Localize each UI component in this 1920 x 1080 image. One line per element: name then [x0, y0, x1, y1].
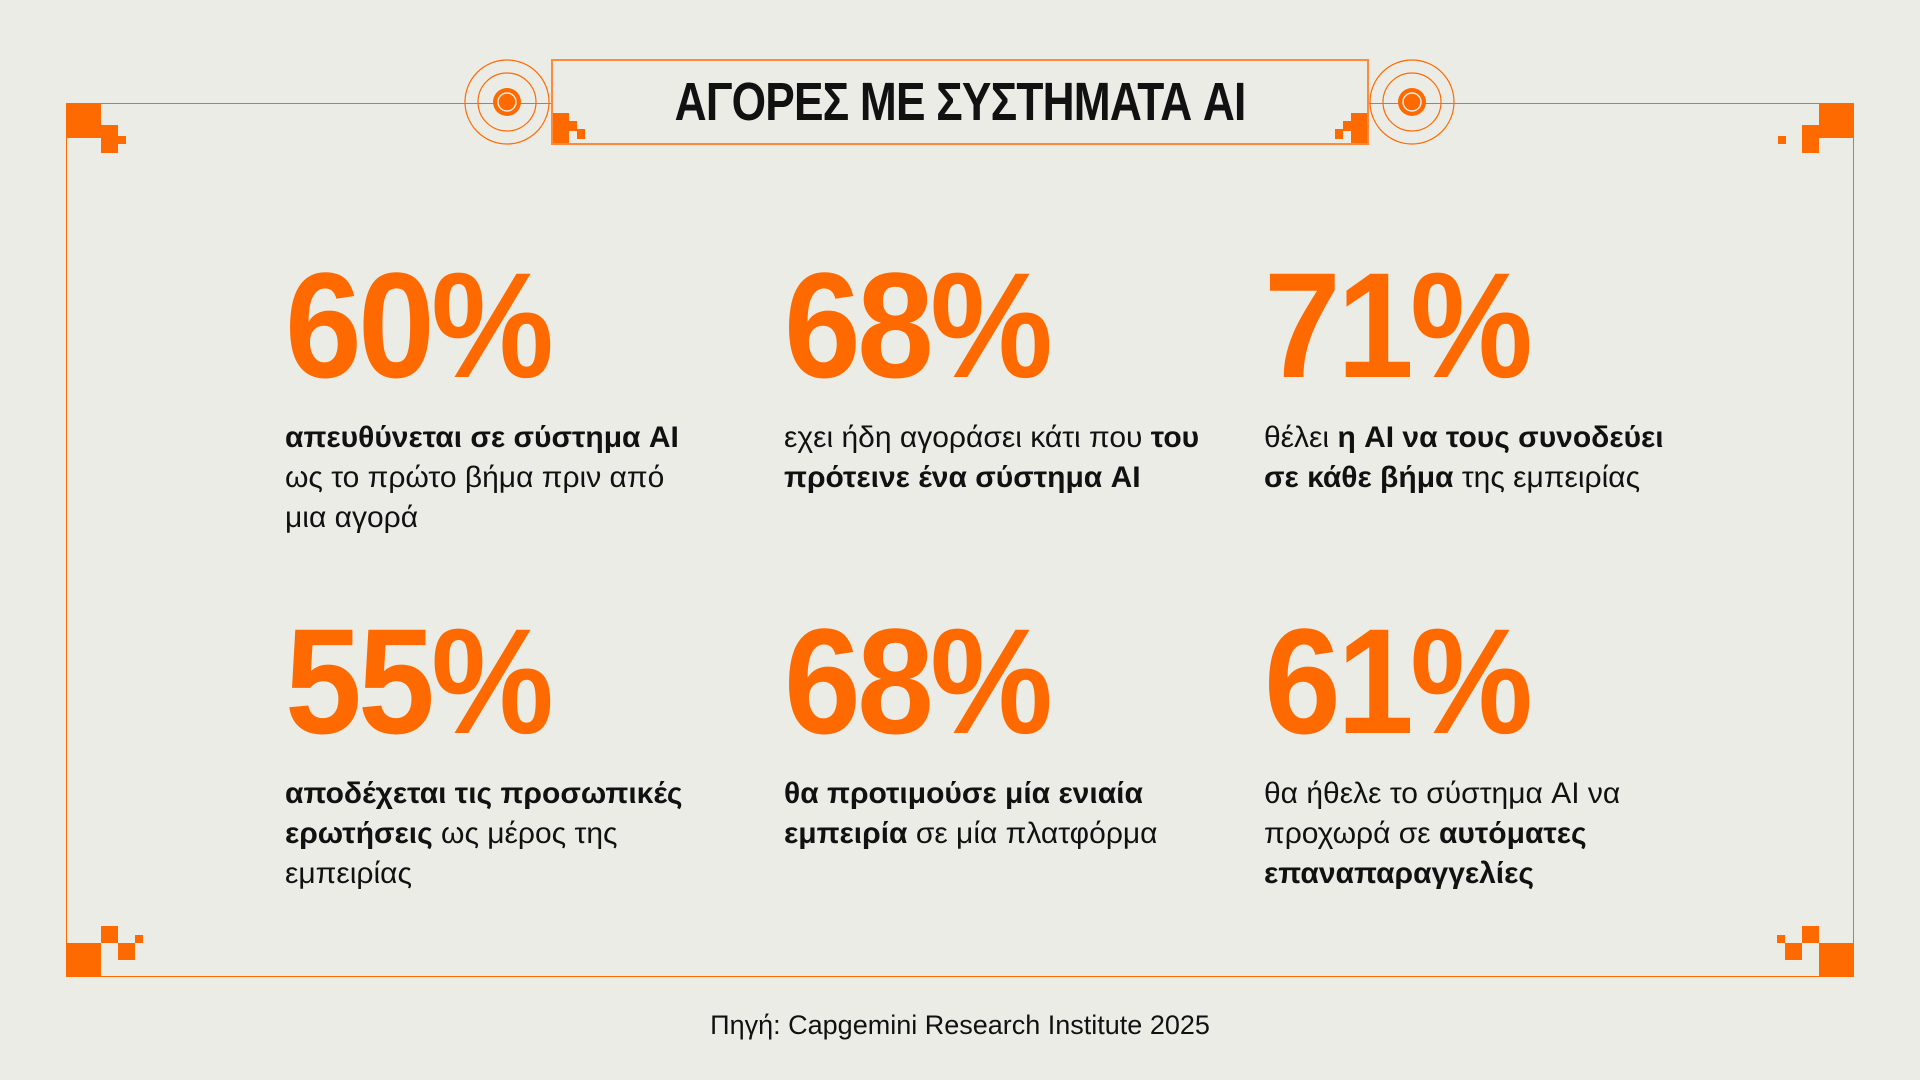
stat-description-bold: απευθύνεται σε σύστημα AI — [285, 421, 679, 454]
stat-description-text: εχει ήδη αγοράσει κάτι που — [784, 421, 1151, 454]
stat-value: 71% — [1264, 241, 1533, 409]
page-title: ΑΓΟΡΕΣ ΜΕ ΣΥΣΤΗΜΑΤΑ AI — [674, 72, 1247, 132]
target-circle-icon-left — [464, 59, 550, 145]
stat-description-text: ως το πρώτο βήμα πριν από μια αγορά — [285, 461, 665, 534]
target-circle-icon-right — [1369, 59, 1455, 145]
stat-description: εχει ήδη αγοράσει κάτι που του πρότεινε … — [784, 418, 1204, 498]
stat-description: απευθύνεται σε σύστημα AI ως το πρώτο βή… — [285, 418, 705, 538]
stat-description-text: σε μία πλατφόρμα — [907, 817, 1158, 850]
stat-value: 68% — [784, 241, 1053, 409]
stat-description-bold: η AI να τους συνοδεύει σε κάθε βήμα — [1264, 421, 1664, 494]
source-note: Πηγή: Capgemini Research Institute 2025 — [710, 1010, 1210, 1040]
stat-description-text: της εμπειρίας — [1453, 461, 1641, 494]
stat-description-bold: του πρότεινε ένα σύστημα AI — [784, 421, 1200, 494]
stat-value: 55% — [285, 597, 554, 765]
stat-description-bold: αποδέχεται τις προσωπικές ερωτήσεις — [285, 777, 683, 850]
stat-description-text: ως μέρος της εμπειρίας — [285, 817, 618, 890]
stat-value: 60% — [285, 241, 554, 409]
stat-value: 61% — [1264, 597, 1533, 765]
stat-description-bold: αυτόματες επαναπαραγγελίες — [1264, 817, 1587, 890]
stat-description-bold: θα προτιμούσε μία ενιαία εμπειρία — [784, 777, 1143, 850]
stat-description: θέλει η AI να τους συνοδεύει σε κάθε βήμ… — [1264, 418, 1684, 498]
title-box: ΑΓΟΡΕΣ ΜΕ ΣΥΣΤΗΜΑΤΑ AI — [551, 59, 1369, 145]
stat-description: θα ήθελε το σύστημα AI να προχωρά σε αυτ… — [1264, 774, 1684, 894]
stat-description: αποδέχεται τις προσωπικές ερωτήσεις ως μ… — [285, 774, 705, 894]
stat-description: θα προτιμούσε μία ενιαία εμπειρία σε μία… — [784, 774, 1204, 854]
stat-value: 68% — [784, 597, 1053, 765]
stat-description-text: θέλει — [1264, 421, 1338, 454]
stat-description-text: θα ήθελε το σύστημα AI να προχωρά σε — [1264, 777, 1621, 850]
